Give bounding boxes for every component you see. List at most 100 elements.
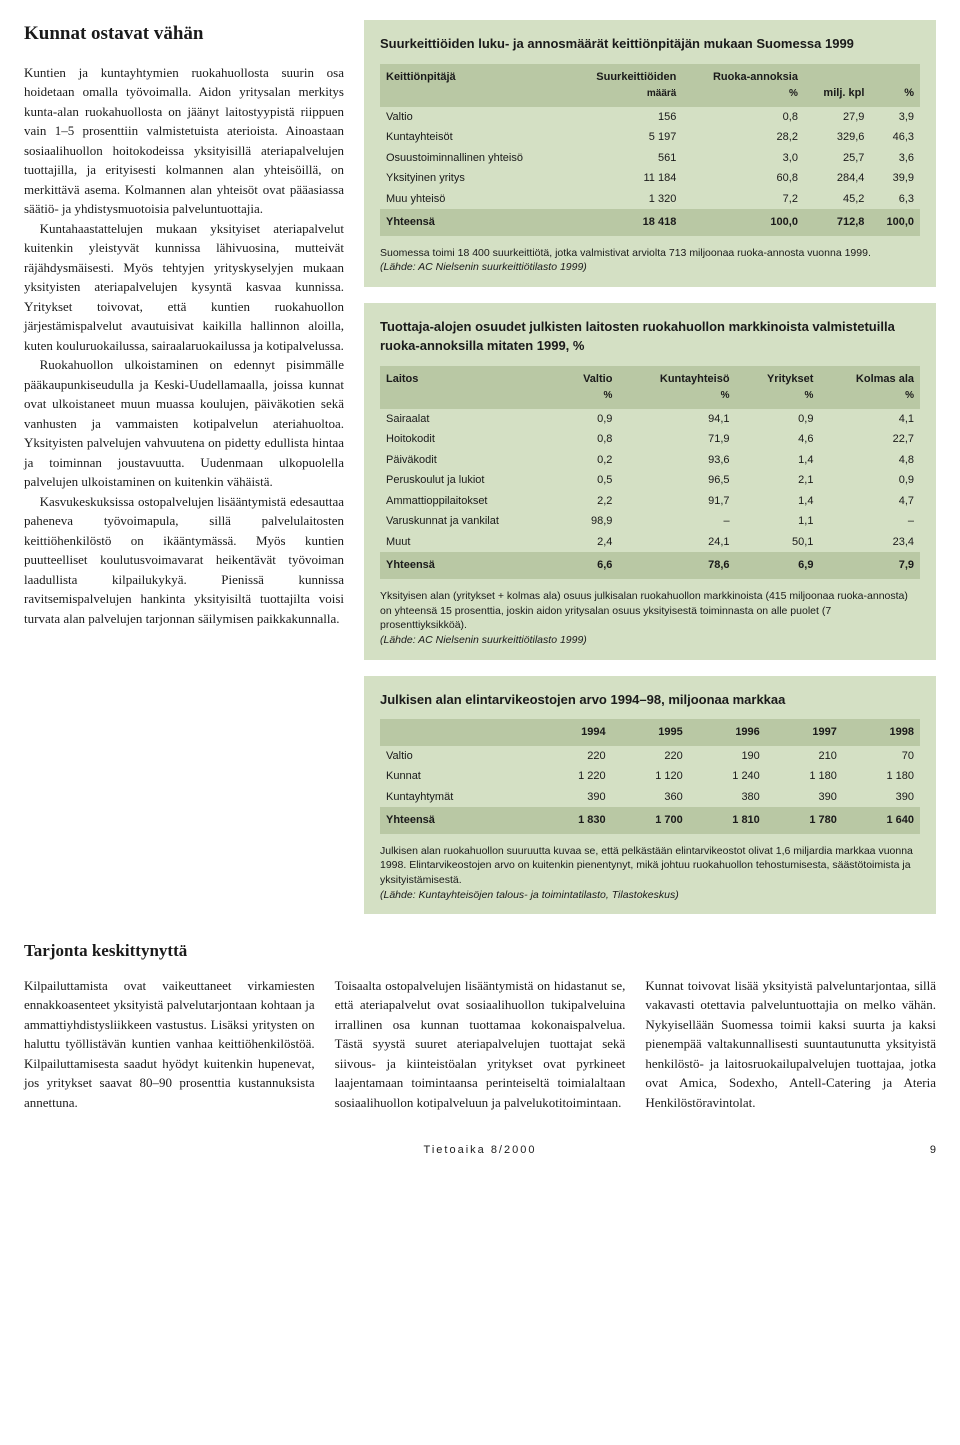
cell: 1,1: [736, 511, 820, 532]
cell: 45,2: [804, 189, 870, 210]
cell: 210: [766, 746, 843, 767]
row-label: Muu yhteisö: [380, 189, 567, 210]
cell: 78,6: [618, 552, 735, 579]
cell: 1,4: [736, 450, 820, 471]
cell: 220: [612, 746, 689, 767]
table-title: Tuottaja-alojen osuudet julkisten laitos…: [380, 317, 920, 356]
cell: 1 320: [567, 189, 682, 210]
cell: 7,9: [819, 552, 920, 579]
cell: 329,6: [804, 127, 870, 148]
table-total-row: Yhteensä1 8301 7001 8101 7801 640: [380, 807, 920, 834]
table-row: Muu yhteisö 1 320 7,2 45,2 6,3: [380, 189, 920, 210]
table-row: Sairaalat 0,9 94,1 0,9 4,1: [380, 409, 920, 430]
cell: 1,4: [736, 491, 820, 512]
col-header: 1996: [689, 719, 766, 746]
table-footnote: Yksityisen alan (yritykset + kolmas ala)…: [380, 589, 920, 648]
cell: 1 830: [535, 807, 612, 834]
cell: –: [618, 511, 735, 532]
col-header: milj. kpl: [804, 64, 870, 107]
cell: 6,9: [736, 552, 820, 579]
table-row: Osuustoiminnallinen yhteisö 561 3,0 25,7…: [380, 148, 920, 169]
cell: 1 180: [766, 766, 843, 787]
table-title: Suurkeittiöiden luku- ja annosmäärät kei…: [380, 34, 920, 54]
cell: 23,4: [819, 532, 920, 553]
cell: 25,7: [804, 148, 870, 169]
row-label: Sairaalat: [380, 409, 559, 430]
cell: 7,2: [682, 189, 804, 210]
cell: 60,8: [682, 168, 804, 189]
cell: 2,2: [559, 491, 618, 512]
cell: 0,2: [559, 450, 618, 471]
cell: 0,5: [559, 470, 618, 491]
col-header: Kolmas ala%: [819, 366, 920, 409]
page-footer: Tietoaika 8/2000 9: [24, 1142, 936, 1159]
table-row: Ammattioppilaitokset 2,2 91,7 1,4 4,7: [380, 491, 920, 512]
data-table: Keittiönpitäjä Suurkeittiöiden määrä Ruo…: [380, 64, 920, 236]
row-label: Yksityinen yritys: [380, 168, 567, 189]
row-label: Yhteensä: [380, 209, 567, 236]
row-label: Peruskoulut ja lukiot: [380, 470, 559, 491]
cell: 561: [567, 148, 682, 169]
table-row: Kuntayhteisöt 5 197 28,2 329,6 46,3: [380, 127, 920, 148]
col-header: 1994: [535, 719, 612, 746]
table-row: Hoitokodit 0,8 71,9 4,6 22,7: [380, 429, 920, 450]
col-header: Keittiönpitäjä: [380, 64, 567, 107]
body-paragraph: Ruokahuollon ulkoistaminen on edennyt pi…: [24, 355, 344, 492]
table-header-row: Laitos Valtio% Kuntayhteisö% Yritykset% …: [380, 366, 920, 409]
cell: 190: [689, 746, 766, 767]
row-label: Hoitokodit: [380, 429, 559, 450]
cell: 93,6: [618, 450, 735, 471]
row-label: Kuntayhtymät: [380, 787, 535, 808]
row-label: Kuntayhteisöt: [380, 127, 567, 148]
cell: 220: [535, 746, 612, 767]
table-header-row: Keittiönpitäjä Suurkeittiöiden määrä Ruo…: [380, 64, 920, 107]
table-block-tuottaja-alojen: Tuottaja-alojen osuudet julkisten laitos…: [364, 303, 936, 660]
table-row: Kuntayhtymät390360380390390: [380, 787, 920, 808]
table-row: Päiväkodit 0,2 93,6 1,4 4,8: [380, 450, 920, 471]
body-paragraph: Kuntahaastattelujen mukaan yksityiset at…: [24, 219, 344, 356]
data-table: Laitos Valtio% Kuntayhteisö% Yritykset% …: [380, 366, 920, 579]
row-label: Yhteensä: [380, 807, 535, 834]
cell: 156: [567, 107, 682, 128]
tables-right-column: Suurkeittiöiden luku- ja annosmäärät kei…: [364, 20, 936, 914]
table-block-suurkeittiot: Suurkeittiöiden luku- ja annosmäärät kei…: [364, 20, 936, 287]
cell: –: [819, 511, 920, 532]
lower-column: Kilpailuttamista ovat vaikeuttaneet virk…: [24, 976, 315, 1113]
cell: 98,9: [559, 511, 618, 532]
cell: 39,9: [870, 168, 920, 189]
cell: 46,3: [870, 127, 920, 148]
cell: 1 780: [766, 807, 843, 834]
cell: 6,3: [870, 189, 920, 210]
cell: 3,0: [682, 148, 804, 169]
row-label: Varuskunnat ja vankilat: [380, 511, 559, 532]
cell: 5 197: [567, 127, 682, 148]
table-footnote: Suomessa toimi 18 400 suurkeittiötä, jot…: [380, 246, 920, 275]
row-label: Päiväkodit: [380, 450, 559, 471]
table-row: Muut 2,4 24,1 50,1 23,4: [380, 532, 920, 553]
row-label: Ammattioppilaitokset: [380, 491, 559, 512]
cell: 100,0: [682, 209, 804, 236]
col-header: Valtio%: [559, 366, 618, 409]
cell: 1 120: [612, 766, 689, 787]
cell: 28,2: [682, 127, 804, 148]
cell: 1 180: [843, 766, 920, 787]
cell: 96,5: [618, 470, 735, 491]
table-total-row: Yhteensä 18 418 100,0 712,8 100,0: [380, 209, 920, 236]
cell: 100,0: [870, 209, 920, 236]
cell: 3,9: [870, 107, 920, 128]
table-total-row: Yhteensä 6,6 78,6 6,9 7,9: [380, 552, 920, 579]
row-label: Valtio: [380, 107, 567, 128]
row-label: Kunnat: [380, 766, 535, 787]
cell: 284,4: [804, 168, 870, 189]
cell: 390: [766, 787, 843, 808]
table-row: Varuskunnat ja vankilat 98,9 – 1,1 –: [380, 511, 920, 532]
table-row: Valtio22022019021070: [380, 746, 920, 767]
lower-column: Kunnat toivovat lisää yksityistä palvelu…: [645, 976, 936, 1113]
main-two-column-layout: Kunnat ostavat vähän Kuntien ja kuntayht…: [24, 20, 936, 914]
footer-page-number: 9: [906, 1142, 936, 1159]
cell: 4,6: [736, 429, 820, 450]
lower-three-columns: Kilpailuttamista ovat vaikeuttaneet virk…: [24, 976, 936, 1113]
cell: 11 184: [567, 168, 682, 189]
row-label: Osuustoiminnallinen yhteisö: [380, 148, 567, 169]
row-label: Valtio: [380, 746, 535, 767]
